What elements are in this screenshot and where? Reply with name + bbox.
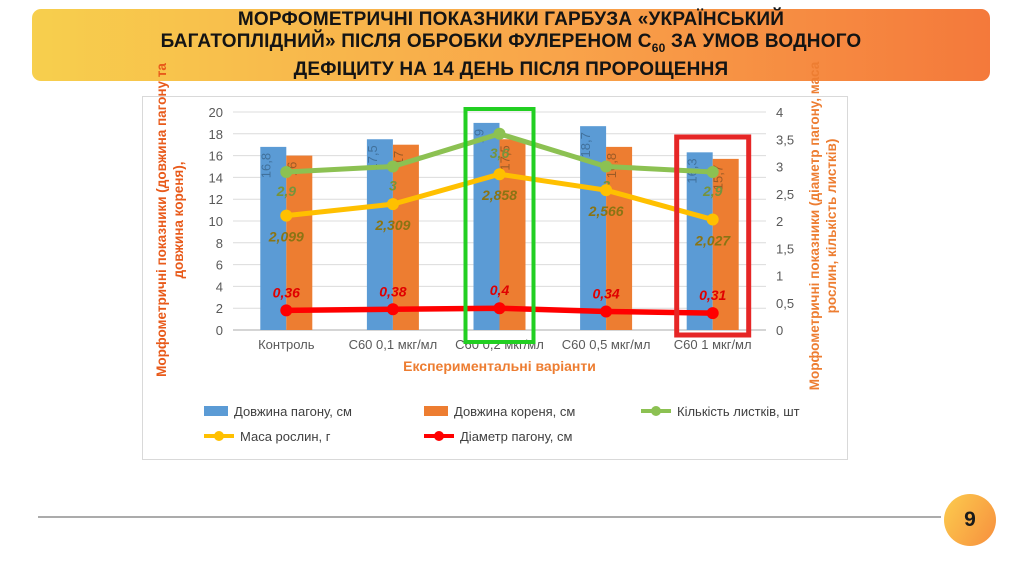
data-point [386, 160, 399, 173]
line-label: 2,099 [268, 229, 304, 245]
bar [366, 139, 393, 330]
legend-label: Кількість листків, шт [677, 403, 800, 419]
red-line-swatch [424, 431, 454, 442]
right-axis-tick: 4 [776, 105, 783, 120]
line-label: 3,6 [490, 145, 510, 161]
right-axis-tick: 0 [776, 323, 783, 338]
category-label: С60 0,5 мкг/мл [562, 337, 651, 352]
line-label: 2,9 [702, 183, 723, 199]
highlight-box [674, 134, 752, 338]
right-axis-tick: 1 [776, 269, 783, 284]
bar [606, 146, 633, 330]
bar [712, 158, 739, 330]
data-point [386, 303, 399, 316]
data-point [600, 184, 613, 197]
data-point [706, 165, 719, 178]
line-label: 0,38 [379, 283, 406, 299]
highlight-box [463, 107, 536, 344]
chart-legend: Довжина пагону, см Довжина кореня, см Кіль… [143, 403, 849, 453]
right-axis-tick: 1,5 [776, 241, 794, 256]
line-label: 2,027 [694, 233, 731, 249]
bar [260, 146, 287, 330]
data-point [280, 209, 293, 222]
data-point [706, 213, 719, 226]
data-point [706, 307, 719, 320]
data-point [600, 160, 613, 173]
line-label: 3 [389, 178, 397, 194]
green-line-swatch [641, 406, 671, 417]
data-point [386, 198, 399, 211]
title-line-2: БАГАТОПЛІДНИЙ» ПІСЛЯ ОБРОБКИ ФУЛЕРЕНОМ С… [160, 31, 862, 55]
right-axis-tick: 2 [776, 214, 783, 229]
bar [286, 155, 313, 330]
left-axis-tick: 14 [209, 170, 223, 185]
right-axis-tick: 3 [776, 160, 783, 175]
line-label: 2,9 [276, 183, 297, 199]
legend-label: Довжина кореня, см [454, 403, 576, 419]
page-number-badge: 9 [944, 494, 996, 546]
line-label: 0,34 [592, 285, 619, 301]
data-point [600, 305, 613, 318]
left-axis-tick: 4 [216, 279, 223, 294]
category-label: С60 1 мкг/мл [674, 337, 752, 352]
bar [686, 152, 713, 330]
line-label: 2,858 [481, 187, 517, 203]
data-point [280, 304, 293, 317]
slide-title: МОРФОМЕТРИЧНІ ПОКАЗНИКИ ГАРБУЗА «УКРАЇНС… [161, 9, 862, 81]
slide-title-banner: МОРФОМЕТРИЧНІ ПОКАЗНИКИ ГАРБУЗА «УКРАЇНС… [32, 9, 990, 81]
bar-label: 17,5 [498, 145, 513, 170]
legend-label: Діаметр пагону, см [460, 428, 573, 444]
right-axis-tick: 3,5 [776, 132, 794, 147]
chart-panel: Морфометричні показники (довжина пагону … [142, 62, 849, 460]
bar [392, 144, 419, 330]
combo-chart: 0 2 4 6 8 10 12 14 16 18 20 0 0,5 1 1,5 2 2,5 3 3,5 4 16,8 17… [209, 105, 795, 352]
line-label: 2,309 [374, 217, 410, 233]
left-axis-tick: 12 [209, 192, 223, 207]
bar-label: 16,8 [258, 153, 273, 178]
title-line-1: МОРФОМЕТРИЧНІ ПОКАЗНИКИ ГАРБУЗА «УКРАЇНС… [237, 9, 785, 31]
legend-item: Кількість листків, шт [641, 403, 800, 419]
footer-divider [38, 516, 941, 518]
x-axis-title: Експериментальні варіанти [403, 358, 596, 374]
legend-item: Маса рослин, г [204, 428, 331, 444]
right-axis-tick: 2,5 [776, 187, 794, 202]
left-axis-tick: 18 [209, 127, 223, 142]
left-axis-tick: 20 [209, 105, 223, 120]
line-label: 0,31 [699, 287, 726, 303]
line-label: 2,566 [588, 203, 624, 219]
blue-bar-swatch [204, 406, 228, 416]
legend-item: Довжина пагону, см [204, 403, 352, 419]
left-axis-tick: 8 [216, 236, 223, 251]
left-axis-tick: 6 [216, 258, 223, 273]
orange-bar-swatch [424, 406, 448, 416]
legend-label: Довжина пагону, см [234, 403, 352, 419]
data-point [493, 168, 506, 181]
data-point [493, 302, 506, 315]
yellow-line-swatch [204, 431, 234, 442]
left-axis-tick: 16 [209, 149, 223, 164]
left-axis-tick: 10 [209, 214, 223, 229]
bar [473, 122, 500, 331]
bar-label: 17,5 [365, 145, 380, 170]
data-point [280, 165, 293, 178]
left-axis-tick: 0 [216, 323, 223, 338]
title-line-3: ДЕФІЦИТУ НА 14 ДЕНЬ ПІСЛЯ ПРОРОЩЕННЯ [293, 58, 729, 80]
c60-subscript: 60 [651, 40, 666, 55]
legend-item: Довжина кореня, см [424, 403, 575, 419]
bar-label: 18,7 [578, 132, 593, 157]
legend-label: Маса рослин, г [240, 428, 331, 444]
category-label: Контроль [258, 337, 315, 352]
left-axis-tick: 2 [216, 301, 223, 316]
data-point [493, 127, 506, 140]
category-label: С60 0,2 мкг/мл [455, 337, 544, 352]
legend-item: Діаметр пагону, см [424, 428, 572, 444]
category-label: С60 0,1 мкг/мл [349, 337, 438, 352]
line-label: 0,4 [490, 282, 510, 298]
line-label: 0,36 [273, 284, 300, 300]
right-axis-tick: 0,5 [776, 296, 794, 311]
